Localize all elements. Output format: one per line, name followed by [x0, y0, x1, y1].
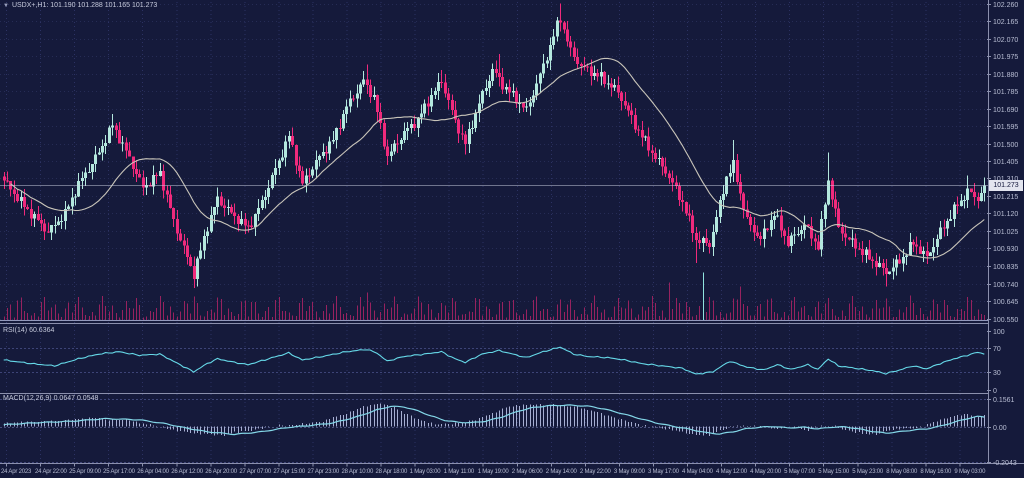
y-axis-label: 30	[993, 370, 1001, 377]
y-axis-label: 102.070	[993, 37, 1018, 44]
y-axis-label: 101.880	[993, 72, 1018, 79]
x-axis-label: 4 May 04:00	[682, 469, 714, 475]
x-axis-label: 3 May 17:00	[648, 469, 680, 475]
ma-line	[10, 57, 985, 259]
x-axis-label: 27 Apr 15:00	[273, 469, 305, 475]
candlestick-layer	[3, 3, 986, 289]
y-axis-label: 100.740	[993, 282, 1018, 289]
current-price-tag: 101.273	[989, 180, 1023, 191]
y-axis-label: 0.1561	[993, 397, 1015, 404]
y-axis-label: 101.405	[993, 159, 1018, 166]
x-axis-label: 28 Apr 18:00	[376, 469, 408, 475]
x-axis-label: 28 Apr 10:00	[342, 469, 374, 475]
x-axis-label: 1 May 11:00	[444, 469, 475, 475]
x-axis-label: 27 Apr 07:00	[239, 469, 271, 475]
x-axis-label: 2 May 06:00	[512, 469, 544, 475]
y-axis-label: 102.165	[993, 19, 1018, 26]
x-axis-label: 4 May 12:00	[716, 469, 748, 475]
x-axis-label: 27 Apr 23:00	[307, 469, 339, 475]
y-axis-label: 101.500	[993, 142, 1018, 149]
price-axis[interactable]: 102.260 102.165 102.070 101.975 101.880 101.7…	[987, 2, 1018, 467]
x-axis-label: 24 Apr 2023	[1, 469, 32, 475]
chart-title-bar[interactable]: ▼ USDX+,H1: 101.190 101.288 101.165 101.2…	[3, 2, 157, 9]
x-axis-label: 26 Apr 04:00	[137, 469, 169, 475]
y-axis-label: 101.025	[993, 229, 1018, 236]
y-axis-label: 102.260	[993, 2, 1018, 9]
y-axis-label: 101.310	[993, 176, 1018, 183]
y-axis-label: 0	[993, 388, 997, 395]
x-axis-label: 1 May 03:00	[410, 469, 442, 475]
symbol-dropdown-icon[interactable]: ▼	[3, 3, 9, 9]
y-axis-label: 100	[993, 329, 1005, 336]
x-axis-label: 8 May 08:00	[886, 469, 918, 475]
y-axis-label: 101.975	[993, 54, 1018, 61]
x-axis-label: 8 May 16:00	[920, 469, 952, 475]
y-axis-label: 101.120	[993, 211, 1018, 218]
x-axis-label: 4 May 20:00	[750, 469, 782, 475]
macd-indicator-label: MACD(12,26,9) 0.0647 0.0548	[3, 395, 98, 402]
x-axis-label: 5 May 15:00	[818, 469, 850, 475]
y-axis-label: 101.690	[993, 107, 1018, 114]
x-axis-label: 9 May 03:00	[954, 469, 986, 475]
x-axis-label: 24 Apr 22:00	[35, 469, 67, 475]
x-axis-label: 2 May 22:00	[580, 469, 612, 475]
macd-layer	[3, 403, 985, 436]
x-axis-label: 5 May 23:00	[852, 469, 884, 475]
macd-signal-line	[3, 404, 985, 436]
chart-title: USDX+,H1: 101.190 101.288 101.165 101.27…	[11, 2, 158, 9]
y-axis-label: 100.550	[993, 317, 1018, 324]
macd-name: MACD(12,26,9)	[3, 395, 52, 402]
time-axis[interactable]: 24 Apr 2023 24 Apr 22:00 25 Apr 09:00 25 Ap…	[1, 463, 986, 476]
y-axis-label: -0.2043	[993, 460, 1017, 467]
y-axis-label: 70	[993, 346, 1001, 353]
x-axis-label: 26 Apr 20:00	[205, 469, 237, 475]
macd-main-value: 0.0647	[53, 395, 76, 402]
x-axis-label: 1 May 19:00	[478, 469, 510, 475]
rsi-indicator-label: RSI(14) 60.6364	[3, 327, 54, 334]
x-axis-label: 25 Apr 17:00	[103, 469, 135, 475]
rsi-value: 60.6364	[29, 327, 55, 334]
x-axis-label: 3 May 09:00	[614, 469, 646, 475]
y-axis-label: 100.835	[993, 264, 1018, 271]
y-axis-label: 101.595	[993, 124, 1018, 131]
volume-layer	[4, 272, 985, 321]
y-axis-label: 101.215	[993, 194, 1018, 201]
macd-signal-value: 0.0548	[76, 395, 99, 402]
y-axis-label: 100.930	[993, 246, 1018, 253]
y-axis-label: 101.785	[993, 89, 1018, 96]
y-axis-label: 100.645	[993, 299, 1018, 306]
y-axis-label: 0.00	[993, 425, 1007, 432]
rsi-line	[3, 346, 985, 375]
x-axis-label: 2 May 14:00	[546, 469, 578, 475]
x-axis-label: 26 Apr 12:00	[171, 469, 203, 475]
x-axis-label: 25 Apr 09:00	[69, 469, 101, 475]
x-axis-label: 5 May 07:00	[784, 469, 816, 475]
rsi-name: RSI(14)	[3, 327, 28, 334]
